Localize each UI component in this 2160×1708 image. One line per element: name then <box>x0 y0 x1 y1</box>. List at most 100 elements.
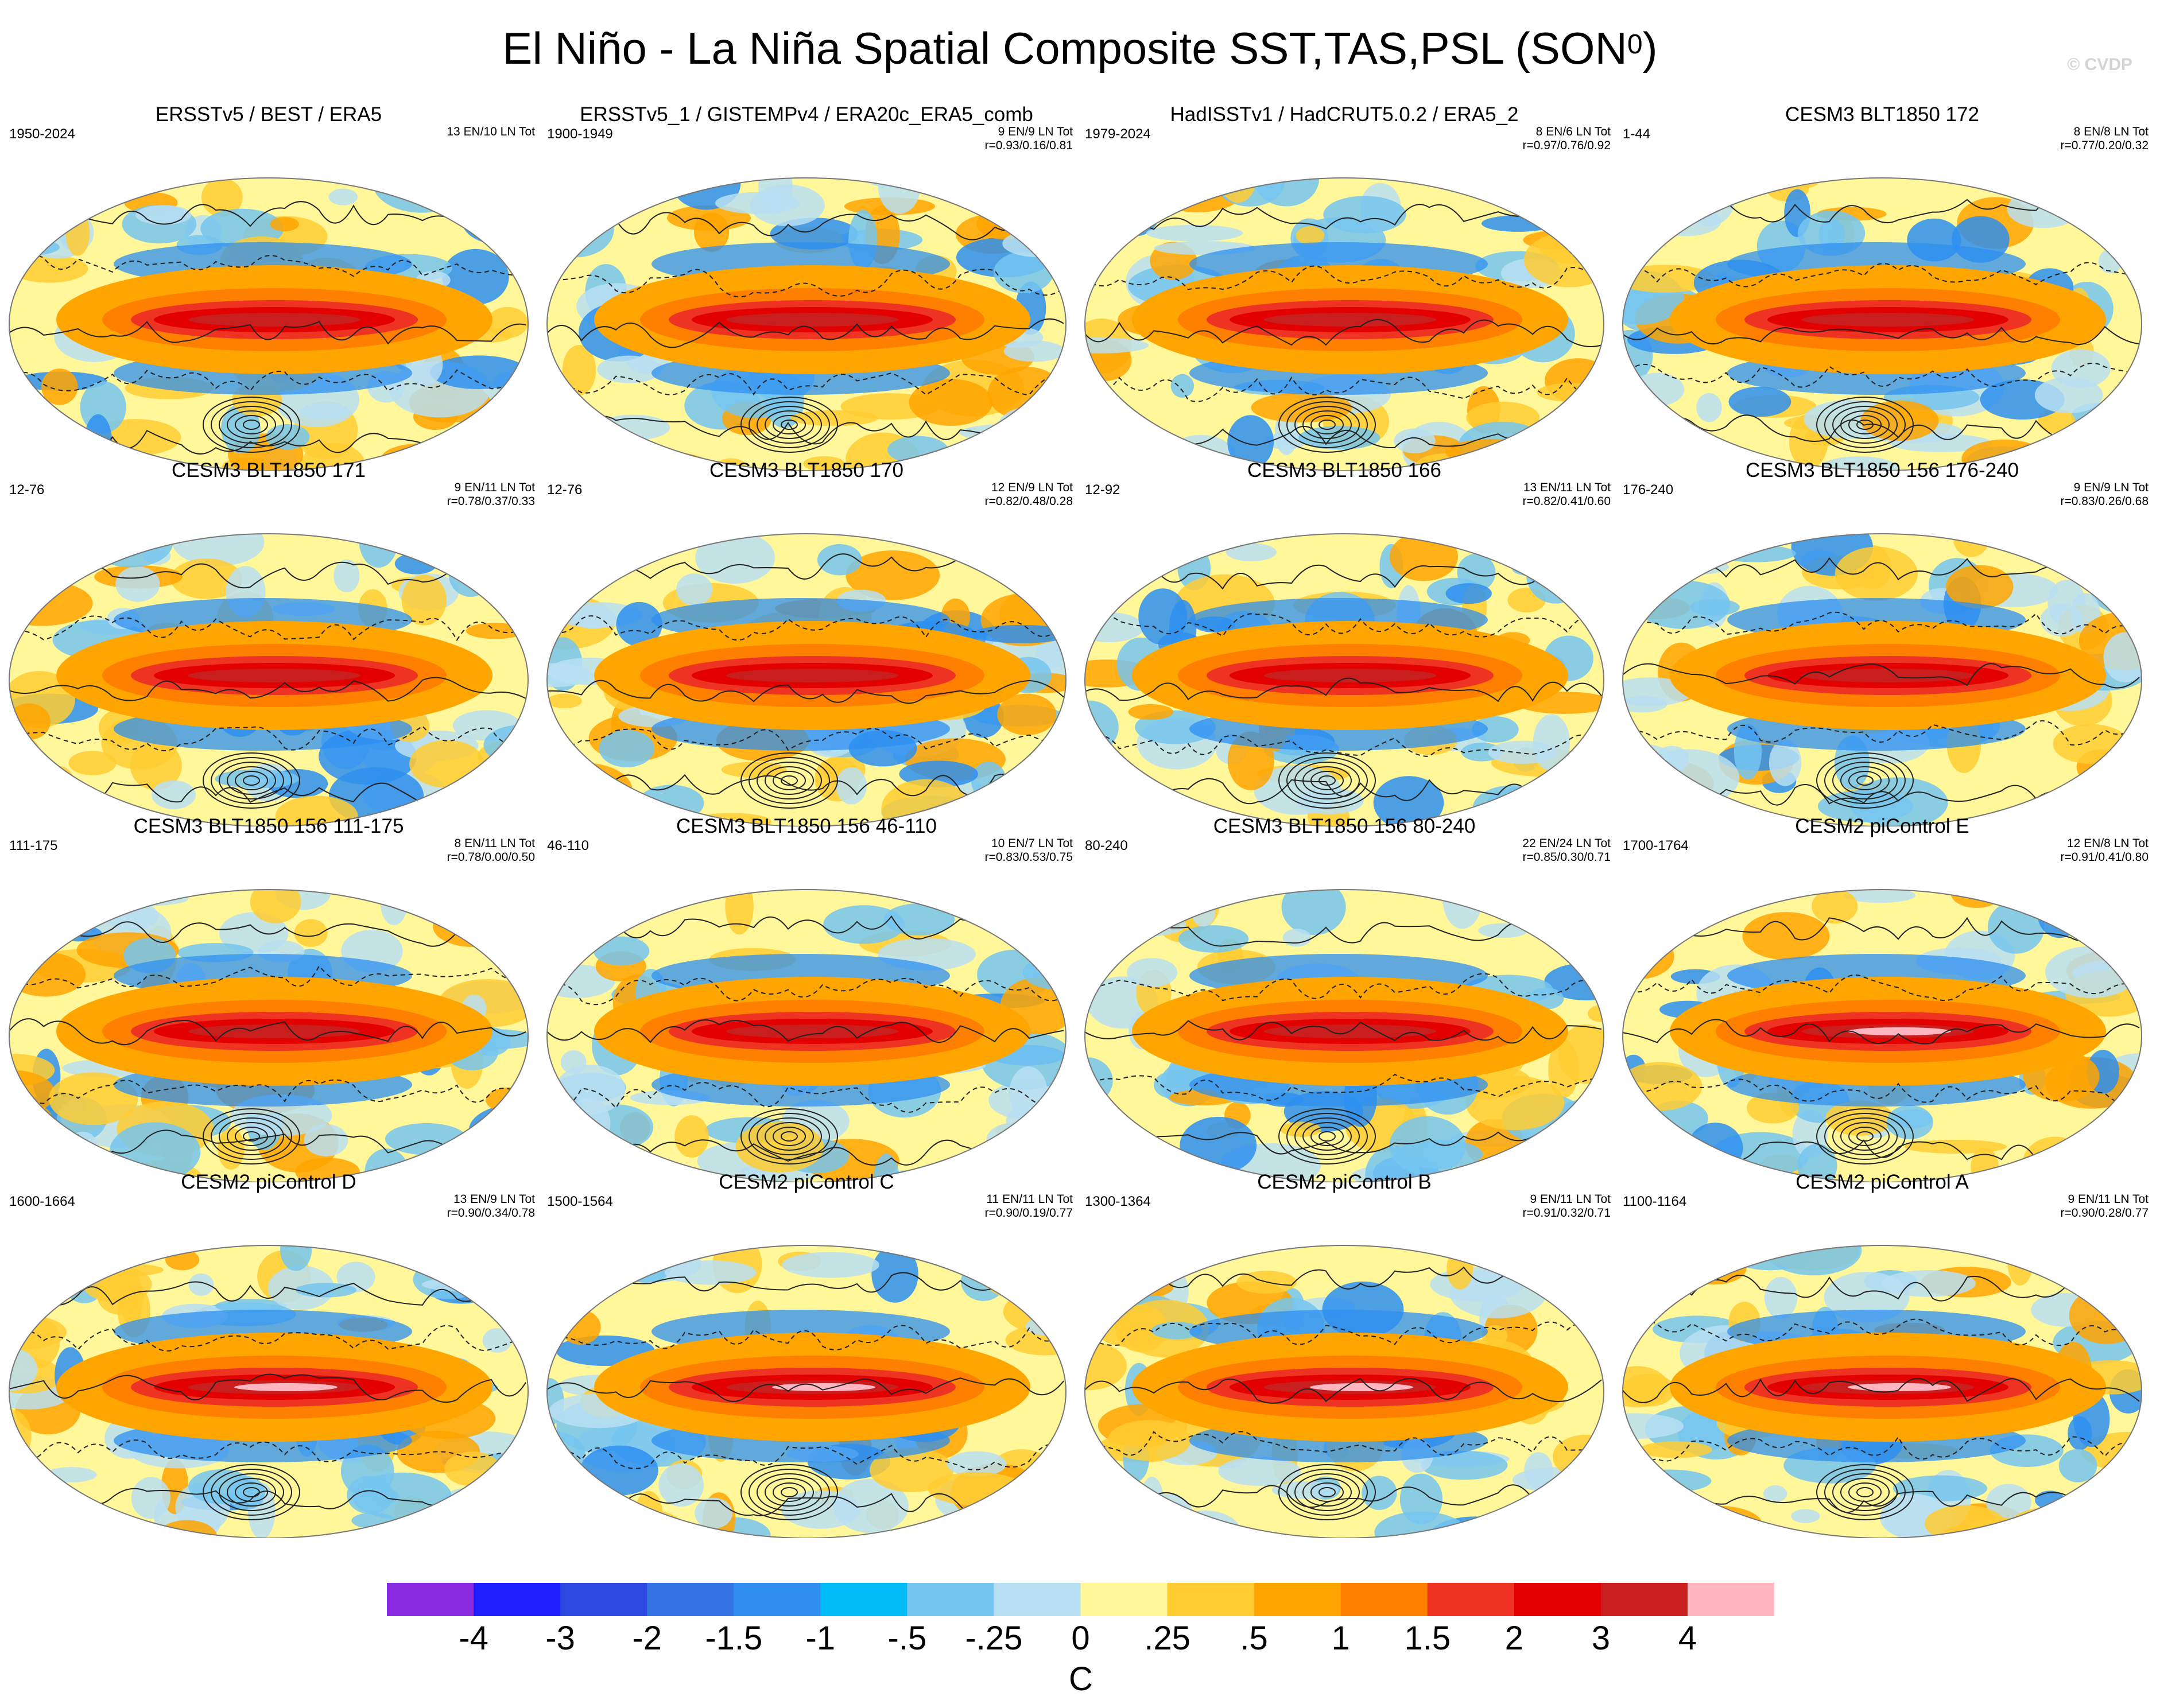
psl-contour <box>1856 775 1874 786</box>
psl-contour <box>757 1117 822 1155</box>
psl-contour <box>1840 766 1890 795</box>
panel-pattern-correlation: r=0.90/0.34/0.78 <box>447 1206 535 1220</box>
anomaly-region <box>1881 1270 1976 1297</box>
psl-contour <box>1623 1377 2140 1403</box>
anomaly-region <box>1178 925 1249 953</box>
anomaly-region <box>1844 890 1916 903</box>
psl-contour <box>773 771 806 790</box>
psl-contour <box>203 1108 300 1164</box>
anomaly-region <box>280 1245 312 1271</box>
anomaly-region <box>1623 677 1693 707</box>
anomaly-region <box>9 209 45 261</box>
anomaly-region <box>1835 546 1918 601</box>
panel-pattern-correlation: r=0.93/0.16/0.81 <box>984 139 1073 152</box>
panel-event-count: 9 EN/11 LN Tot <box>2068 1193 2149 1206</box>
anomaly-region <box>1623 1366 1669 1408</box>
anomaly-region <box>1465 1076 1565 1131</box>
anomaly-region <box>65 210 90 256</box>
anomaly-region <box>2100 920 2135 938</box>
anomaly-region <box>1651 206 1721 236</box>
anomaly-region <box>2098 249 2122 274</box>
anomaly-region <box>993 252 1053 293</box>
colorbar-swatch <box>994 1583 1081 1616</box>
anomaly-region <box>294 919 328 947</box>
anomaly-region <box>401 574 447 626</box>
anomaly-region <box>846 550 940 600</box>
panel-period: 46-110 <box>547 838 589 853</box>
panel-period: 12-76 <box>9 482 45 498</box>
panel-pattern-correlation: r=0.90/0.28/0.77 <box>2060 1206 2149 1220</box>
map-plot <box>1622 1245 2142 1538</box>
anomaly-region <box>674 1115 709 1158</box>
psl-contour <box>1310 415 1344 434</box>
psl-contour <box>1085 677 1602 702</box>
colorbar-tick-label: 1.5 <box>1404 1620 1451 1657</box>
colorbar-tick-label: 3 <box>1591 1620 1611 1657</box>
map-plot <box>1622 533 2142 826</box>
psl-contour <box>1856 1131 1874 1142</box>
anomaly-region <box>9 178 61 226</box>
anomaly-region <box>547 693 582 709</box>
warm-anomaly-tongue <box>188 1024 360 1038</box>
psl-contour <box>749 1469 830 1516</box>
map-panel: CESM3 BLT1850 166 12-92 13 EN/11 LN Tot r=0… <box>1076 459 1613 826</box>
psl-contour <box>1623 262 2140 288</box>
psl-contour <box>740 397 838 453</box>
psl-contour <box>1816 1108 1914 1164</box>
title-superscript: 0 <box>1627 29 1643 60</box>
anomaly-region <box>115 566 160 602</box>
map-panel: CESM3 BLT1850 156 46-110 46-110 10 EN/7 LN… <box>538 815 1075 1182</box>
anomaly-region <box>90 891 189 907</box>
colorbar-tick-label: 0 <box>1071 1620 1090 1657</box>
psl-contour <box>1085 1484 1602 1508</box>
psl-contour <box>235 771 268 790</box>
panel-title: CESM3 BLT1850 166 <box>1247 459 1441 482</box>
psl-contour <box>9 1439 526 1462</box>
colorbar-tick-label: -.25 <box>965 1620 1023 1657</box>
panel-stats: 8 EN/6 LN Tot r=0.97/0.76/0.92 <box>1522 125 1611 153</box>
anomaly-region <box>2053 724 2129 764</box>
psl-contour <box>211 401 292 448</box>
psl-contour <box>547 680 1064 704</box>
psl-contour <box>1824 401 1906 448</box>
panel-event-count: 8 EN/11 LN Tot <box>454 837 535 850</box>
anomaly-region <box>44 192 83 218</box>
colorbar-tick-label: -4 <box>459 1620 488 1657</box>
panel-pattern-correlation: r=0.82/0.48/0.28 <box>984 495 1073 508</box>
anomaly-region <box>1685 178 1733 215</box>
anomaly-region <box>782 1252 879 1278</box>
psl-contour <box>1319 775 1336 786</box>
anomaly-region <box>359 534 398 568</box>
panel-pattern-correlation: r=0.82/0.41/0.60 <box>1522 495 1611 508</box>
panel-title: ERSSTv5_1 / GISTEMPv4 / ERA20c_ERA5_comb <box>580 103 1033 126</box>
psl-contour <box>1085 564 1602 590</box>
panel-event-count: 22 EN/24 LN Tot <box>1522 837 1611 850</box>
map-plot <box>9 177 529 471</box>
map-panel: CESM2 piControl E 1700-1764 12 EN/8 LN Tot… <box>1614 815 2151 1182</box>
warm-anomaly-tongue <box>726 669 898 682</box>
anomaly-region <box>1085 1117 1132 1176</box>
psl-contour <box>1832 1473 1898 1511</box>
psl-contour <box>9 1325 526 1352</box>
anomaly-region <box>1860 401 1939 441</box>
anomaly-region <box>2040 603 2084 636</box>
panel-event-count: 9 EN/9 LN Tot <box>2073 481 2149 494</box>
panel-period: 80-240 <box>1085 838 1128 853</box>
anomaly-region <box>22 1105 55 1150</box>
psl-contour <box>1302 1478 1352 1507</box>
anomaly-region <box>547 663 594 688</box>
anomaly-region <box>1465 1245 1506 1268</box>
anomaly-region <box>803 456 845 471</box>
anomaly-region <box>961 1261 1006 1301</box>
psl-contour <box>1278 397 1376 453</box>
psl-contour <box>757 1473 822 1511</box>
anomaly-region <box>1742 912 1830 960</box>
map-outline <box>1622 1245 2142 1538</box>
psl-contour <box>9 725 526 751</box>
panel-stats: 9 EN/9 LN Tot r=0.83/0.26/0.68 <box>2060 481 2149 508</box>
psl-contour <box>1278 1464 1376 1520</box>
psl-contour <box>757 762 822 799</box>
anomaly-region <box>9 798 70 815</box>
psl-contour <box>547 728 1064 751</box>
panel-stats: 13 EN/9 LN Tot r=0.90/0.34/0.78 <box>447 1193 535 1220</box>
